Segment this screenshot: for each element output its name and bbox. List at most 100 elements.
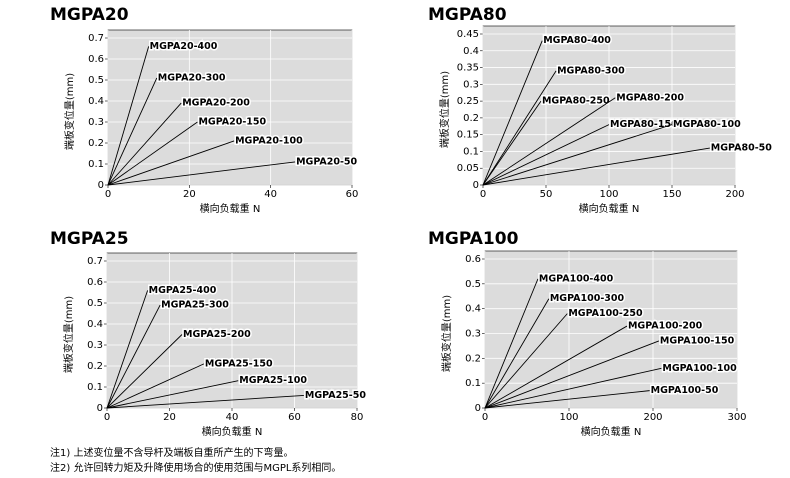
series-line [107, 161, 296, 186]
series-line [482, 40, 543, 186]
series-label: MGPA80-400 [543, 35, 611, 46]
series-line [484, 390, 650, 409]
series-label: MGPA20-400 [150, 41, 218, 52]
chart-title: MGPA25 [50, 229, 129, 249]
y-axis-label: 端板变位量(mm) [63, 73, 76, 150]
y-tick-label: 0.7 [88, 33, 104, 44]
y-tick-label: 0.6 [465, 254, 481, 265]
series-line [484, 367, 662, 409]
x-tick-label: 100 [599, 189, 618, 200]
x-axis-label: 横向负载重 N [581, 425, 642, 438]
series-line [107, 46, 150, 186]
series-line [107, 102, 182, 186]
x-axis-label: 横向负载重 N [579, 202, 640, 215]
series-label: MGPA100-50 [651, 385, 719, 396]
x-tick-label: 80 [351, 412, 364, 423]
y-tick-label: 0.3 [88, 117, 104, 128]
x-tick-label: 20 [163, 412, 176, 423]
y-tick-label: 0 [473, 180, 479, 191]
y-tick-label: 0.25 [457, 96, 479, 107]
y-axis-label: 端板变位量(mm) [62, 296, 75, 373]
y-tick-label: 0.2 [465, 353, 481, 364]
x-tick-label: 50 [540, 189, 553, 200]
x-tick-label: 0 [104, 412, 110, 423]
series-label: MGPA20-50 [296, 156, 357, 167]
y-tick-label: 0.2 [463, 113, 479, 124]
y-tick-label: 0.5 [465, 279, 481, 290]
note: 注1) 上述变位量不含导杆及端板自重所产生的下弯量。 [50, 446, 293, 459]
y-tick-label: 0.2 [88, 138, 104, 149]
series-label: MGPA100-200 [628, 321, 703, 332]
series-label: MGPA80-300 [557, 65, 625, 76]
y-tick-label: 0 [98, 180, 104, 191]
y-tick-label: 0.45 [457, 29, 479, 40]
y-tick-label: 0.1 [465, 378, 481, 389]
series-line [482, 97, 616, 186]
y-axis-label: 端板变位量(mm) [440, 295, 453, 372]
x-tick-label: 20 [183, 189, 196, 200]
series-line [106, 304, 161, 409]
series-label: MGPA25-100 [239, 375, 307, 386]
y-tick-label: 0.7 [87, 256, 103, 267]
series-line [484, 325, 628, 409]
plot-area [107, 29, 353, 186]
series-line [484, 298, 550, 409]
series-line [107, 77, 158, 186]
chart-title: MGPA80 [428, 5, 507, 25]
y-tick-label: 0.1 [87, 382, 103, 393]
y-tick-label: 0.1 [463, 146, 479, 157]
series-line [482, 147, 710, 186]
plot-area [484, 250, 738, 409]
y-tick-label: 0.1 [88, 159, 104, 170]
note: 注2) 允许回转力矩及升降使用场合的使用范围与MGPL系列相同。 [50, 461, 341, 474]
y-tick-label: 0.15 [457, 130, 479, 141]
x-tick-label: 200 [643, 412, 662, 423]
series-line [106, 334, 183, 409]
series-label: MGPA100-400 [539, 273, 614, 284]
series-label: MGPA80-100 [673, 119, 741, 130]
y-tick-label: 0.6 [88, 54, 104, 65]
x-tick-label: 100 [559, 412, 578, 423]
y-tick-label: 0.6 [87, 277, 103, 288]
y-tick-label: 0.35 [457, 63, 479, 74]
series-line [482, 124, 610, 186]
series-label: MGPA20-100 [235, 135, 303, 146]
series-label: MGPA100-250 [568, 308, 643, 319]
series-label: MGPA80-150 [610, 119, 678, 130]
y-tick-label: 0.5 [87, 298, 103, 309]
series-label: MGPA25-400 [149, 285, 217, 296]
series-label: MGPA20-150 [198, 117, 266, 128]
x-tick-label: 40 [226, 412, 239, 423]
series-label: MGPA80-50 [711, 143, 772, 154]
series-label: MGPA25-50 [305, 390, 366, 401]
x-tick-label: 300 [727, 412, 746, 423]
y-tick-label: 0.3 [87, 340, 103, 351]
series-line [106, 363, 205, 409]
x-tick-label: 0 [480, 189, 486, 200]
x-tick-label: 200 [725, 189, 744, 200]
series-line [482, 70, 557, 186]
series-line [484, 313, 568, 409]
x-axis-label: 横向负载重 N [200, 202, 261, 215]
y-tick-label: 0.4 [463, 46, 479, 57]
y-tick-label: 0.5 [88, 75, 104, 86]
series-line [482, 124, 673, 186]
x-tick-label: 0 [482, 412, 488, 423]
series-label: MGPA80-250 [542, 96, 610, 107]
y-tick-label: 0.3 [465, 329, 481, 340]
y-tick-label: 0.4 [465, 304, 481, 315]
chart-title: MGPA100 [428, 229, 519, 249]
x-tick-label: 40 [264, 189, 277, 200]
series-line [484, 278, 539, 409]
series-label: MGPA25-150 [205, 358, 273, 369]
series-label: MGPA25-300 [161, 300, 229, 311]
series-label: MGPA80-200 [616, 92, 684, 103]
y-tick-label: 0.4 [87, 319, 103, 330]
series-label: MGPA20-200 [182, 98, 250, 109]
x-tick-label: 60 [346, 189, 359, 200]
y-tick-label: 0.2 [87, 361, 103, 372]
series-label: MGPA100-100 [662, 363, 737, 374]
series-line [484, 340, 660, 409]
chart-title: MGPA20 [50, 5, 129, 25]
